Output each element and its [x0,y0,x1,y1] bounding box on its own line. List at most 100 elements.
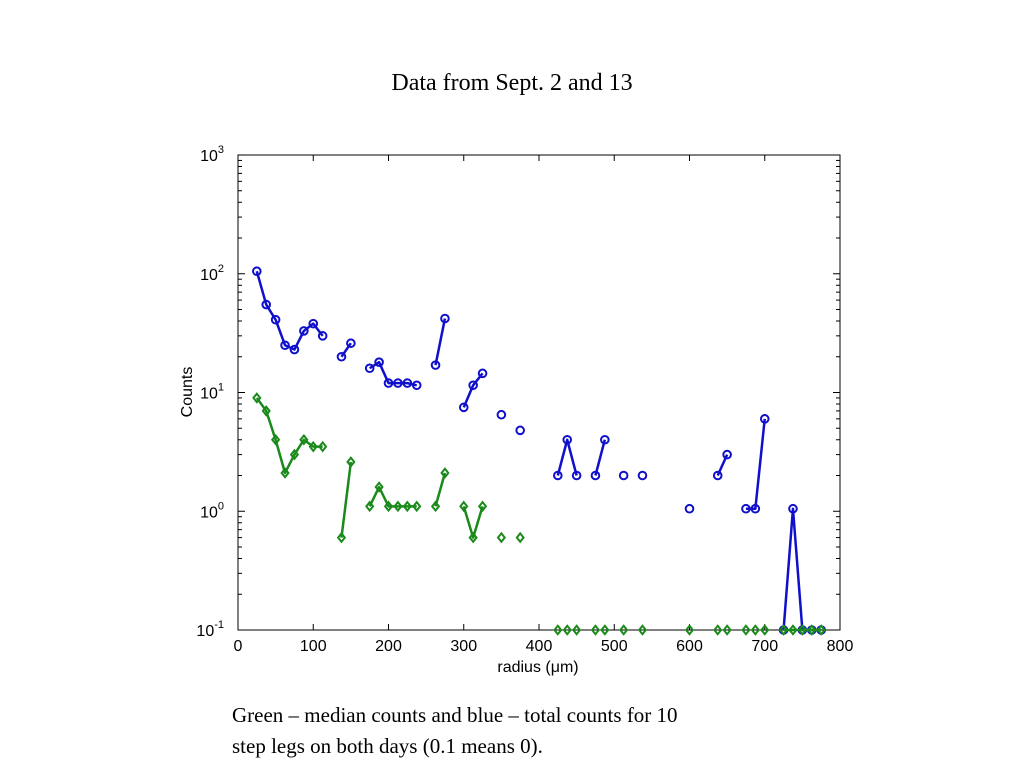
data-point-diamond [816,624,826,636]
data-point-circle [600,434,610,445]
data-point-circle [722,449,732,460]
y-tick-label: 103 [200,144,224,165]
data-point-circle [515,425,525,436]
data-point-circle [684,503,695,514]
data-point-circle [571,470,582,481]
data-point-diamond [261,405,271,417]
series-line [745,418,766,510]
data-point-circle [308,318,319,329]
data-point-circle [336,351,347,362]
data-point-diamond [750,624,760,636]
data-point-diamond [778,624,789,636]
y-tick-label: 100 [200,500,224,521]
series-line [434,472,447,507]
data-point-diamond [515,531,525,544]
slide-caption: Green – median counts and blue – total c… [232,700,792,762]
data-point-circle [458,402,469,413]
x-tick-label: 200 [375,638,402,655]
data-point-diamond [430,500,441,513]
data-point-circle [759,414,770,424]
x-tick-label: 500 [601,638,628,655]
data-point-diamond [365,500,375,513]
data-point-diamond [270,433,281,446]
x-tick-label: 800 [827,638,854,655]
x-tick-label: 400 [526,638,553,655]
data-point-circle [393,378,403,388]
data-point-diamond [280,467,290,479]
data-point-diamond [289,448,300,461]
data-point-diamond [741,624,751,636]
data-point-diamond [318,440,328,453]
y-axis-label: Counts [179,367,196,418]
data-point-diamond [797,624,808,636]
data-point-circle [618,470,629,481]
data-point-diamond [590,624,601,636]
data-point-circle [383,378,394,388]
data-point-circle [562,434,573,445]
data-point-diamond [402,500,412,513]
data-point-circle [299,326,309,336]
data-point-diamond [299,433,309,446]
data-point-diamond [459,500,469,513]
data-point-diamond [346,456,356,468]
data-point-circle [289,344,300,355]
data-point-circle [346,338,356,349]
data-point-circle [477,368,488,379]
data-point-diamond [684,624,695,636]
series-line [255,270,324,351]
data-point-circle [440,313,450,324]
series-median-counts [252,392,826,636]
data-point-circle [553,470,563,481]
data-point-diamond [383,500,394,513]
y-tick-label: 101 [200,382,224,403]
data-point-diamond [496,531,507,544]
data-point-diamond [336,531,347,544]
data-point-diamond [374,481,384,493]
data-point-circle [788,503,798,514]
x-tick-label: 0 [234,638,243,655]
y-tick-label: 10-1 [196,619,224,640]
data-point-circle [430,360,441,370]
caption-line-2: step legs on both days (0.1 means 0). [232,734,543,758]
data-point-diamond [788,624,798,636]
data-point-circle [261,299,272,310]
y-tick-label: 102 [200,263,224,284]
data-point-diamond [722,624,732,636]
data-point-diamond [440,467,450,479]
data-point-diamond [637,624,648,636]
series-line [368,485,417,508]
series-line [462,505,484,539]
data-point-circle [317,331,328,341]
data-point-circle [270,314,281,325]
data-point-diamond [713,624,723,636]
series-line [782,507,822,632]
data-point-diamond [562,624,572,636]
series-line [462,372,484,408]
data-point-circle [402,378,413,388]
data-point-diamond [600,624,610,636]
data-point-diamond [619,624,629,636]
series-total-counts [252,266,826,635]
x-axis-label: radius (μm) [497,659,578,676]
data-point-diamond [807,624,817,636]
data-point-circle [590,470,601,481]
data-point-diamond [393,500,403,513]
data-point-circle [374,357,384,367]
plot-frame [237,154,841,631]
data-point-diamond [571,624,582,636]
data-point-circle [280,340,290,351]
series-line [255,397,323,475]
data-point-diamond [553,624,563,636]
series-line [434,318,447,366]
series-line [340,461,353,538]
data-point-diamond [760,624,770,636]
data-point-diamond [252,392,262,404]
series-line [556,438,578,476]
data-point-circle [712,470,723,481]
x-tick-label: 600 [676,638,703,655]
data-point-circle [468,380,478,391]
data-point-circle [750,503,761,514]
x-tick-label: 700 [751,638,778,655]
counts-vs-radius-chart: 0 100 200 300 400 500 600 700 800 10-1 100 101 102 10… [179,144,854,676]
series-line [594,439,607,476]
